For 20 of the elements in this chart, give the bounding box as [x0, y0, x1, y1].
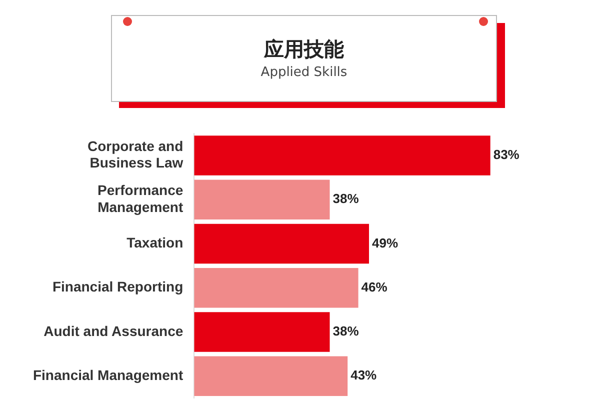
- data-label: 38%: [332, 324, 360, 339]
- data-label: 46%: [361, 279, 388, 294]
- bar: [194, 356, 348, 396]
- y-tick-label: Financial Management: [32, 366, 184, 383]
- data-label: 38%: [332, 191, 360, 206]
- data-label: 43%: [350, 368, 378, 383]
- chart-subtitle: Applied Skills: [260, 65, 348, 80]
- y-tick-label: Taxation: [126, 234, 184, 251]
- y-tick-label: Audit and Assurance: [44, 322, 184, 339]
- bar: [194, 268, 358, 308]
- y-tick-label: Performance Management: [98, 182, 184, 215]
- bar: [194, 136, 490, 176]
- y-tick-label: Corporate and Business Law: [87, 138, 184, 171]
- chart-title: 应用技能: [262, 36, 345, 63]
- y-tick-label: Financial Reporting: [52, 278, 184, 295]
- bar: [194, 180, 330, 220]
- bar: [194, 312, 330, 352]
- bar: [194, 224, 370, 264]
- data-label: 49%: [372, 235, 398, 250]
- data-label: 83%: [493, 147, 520, 162]
